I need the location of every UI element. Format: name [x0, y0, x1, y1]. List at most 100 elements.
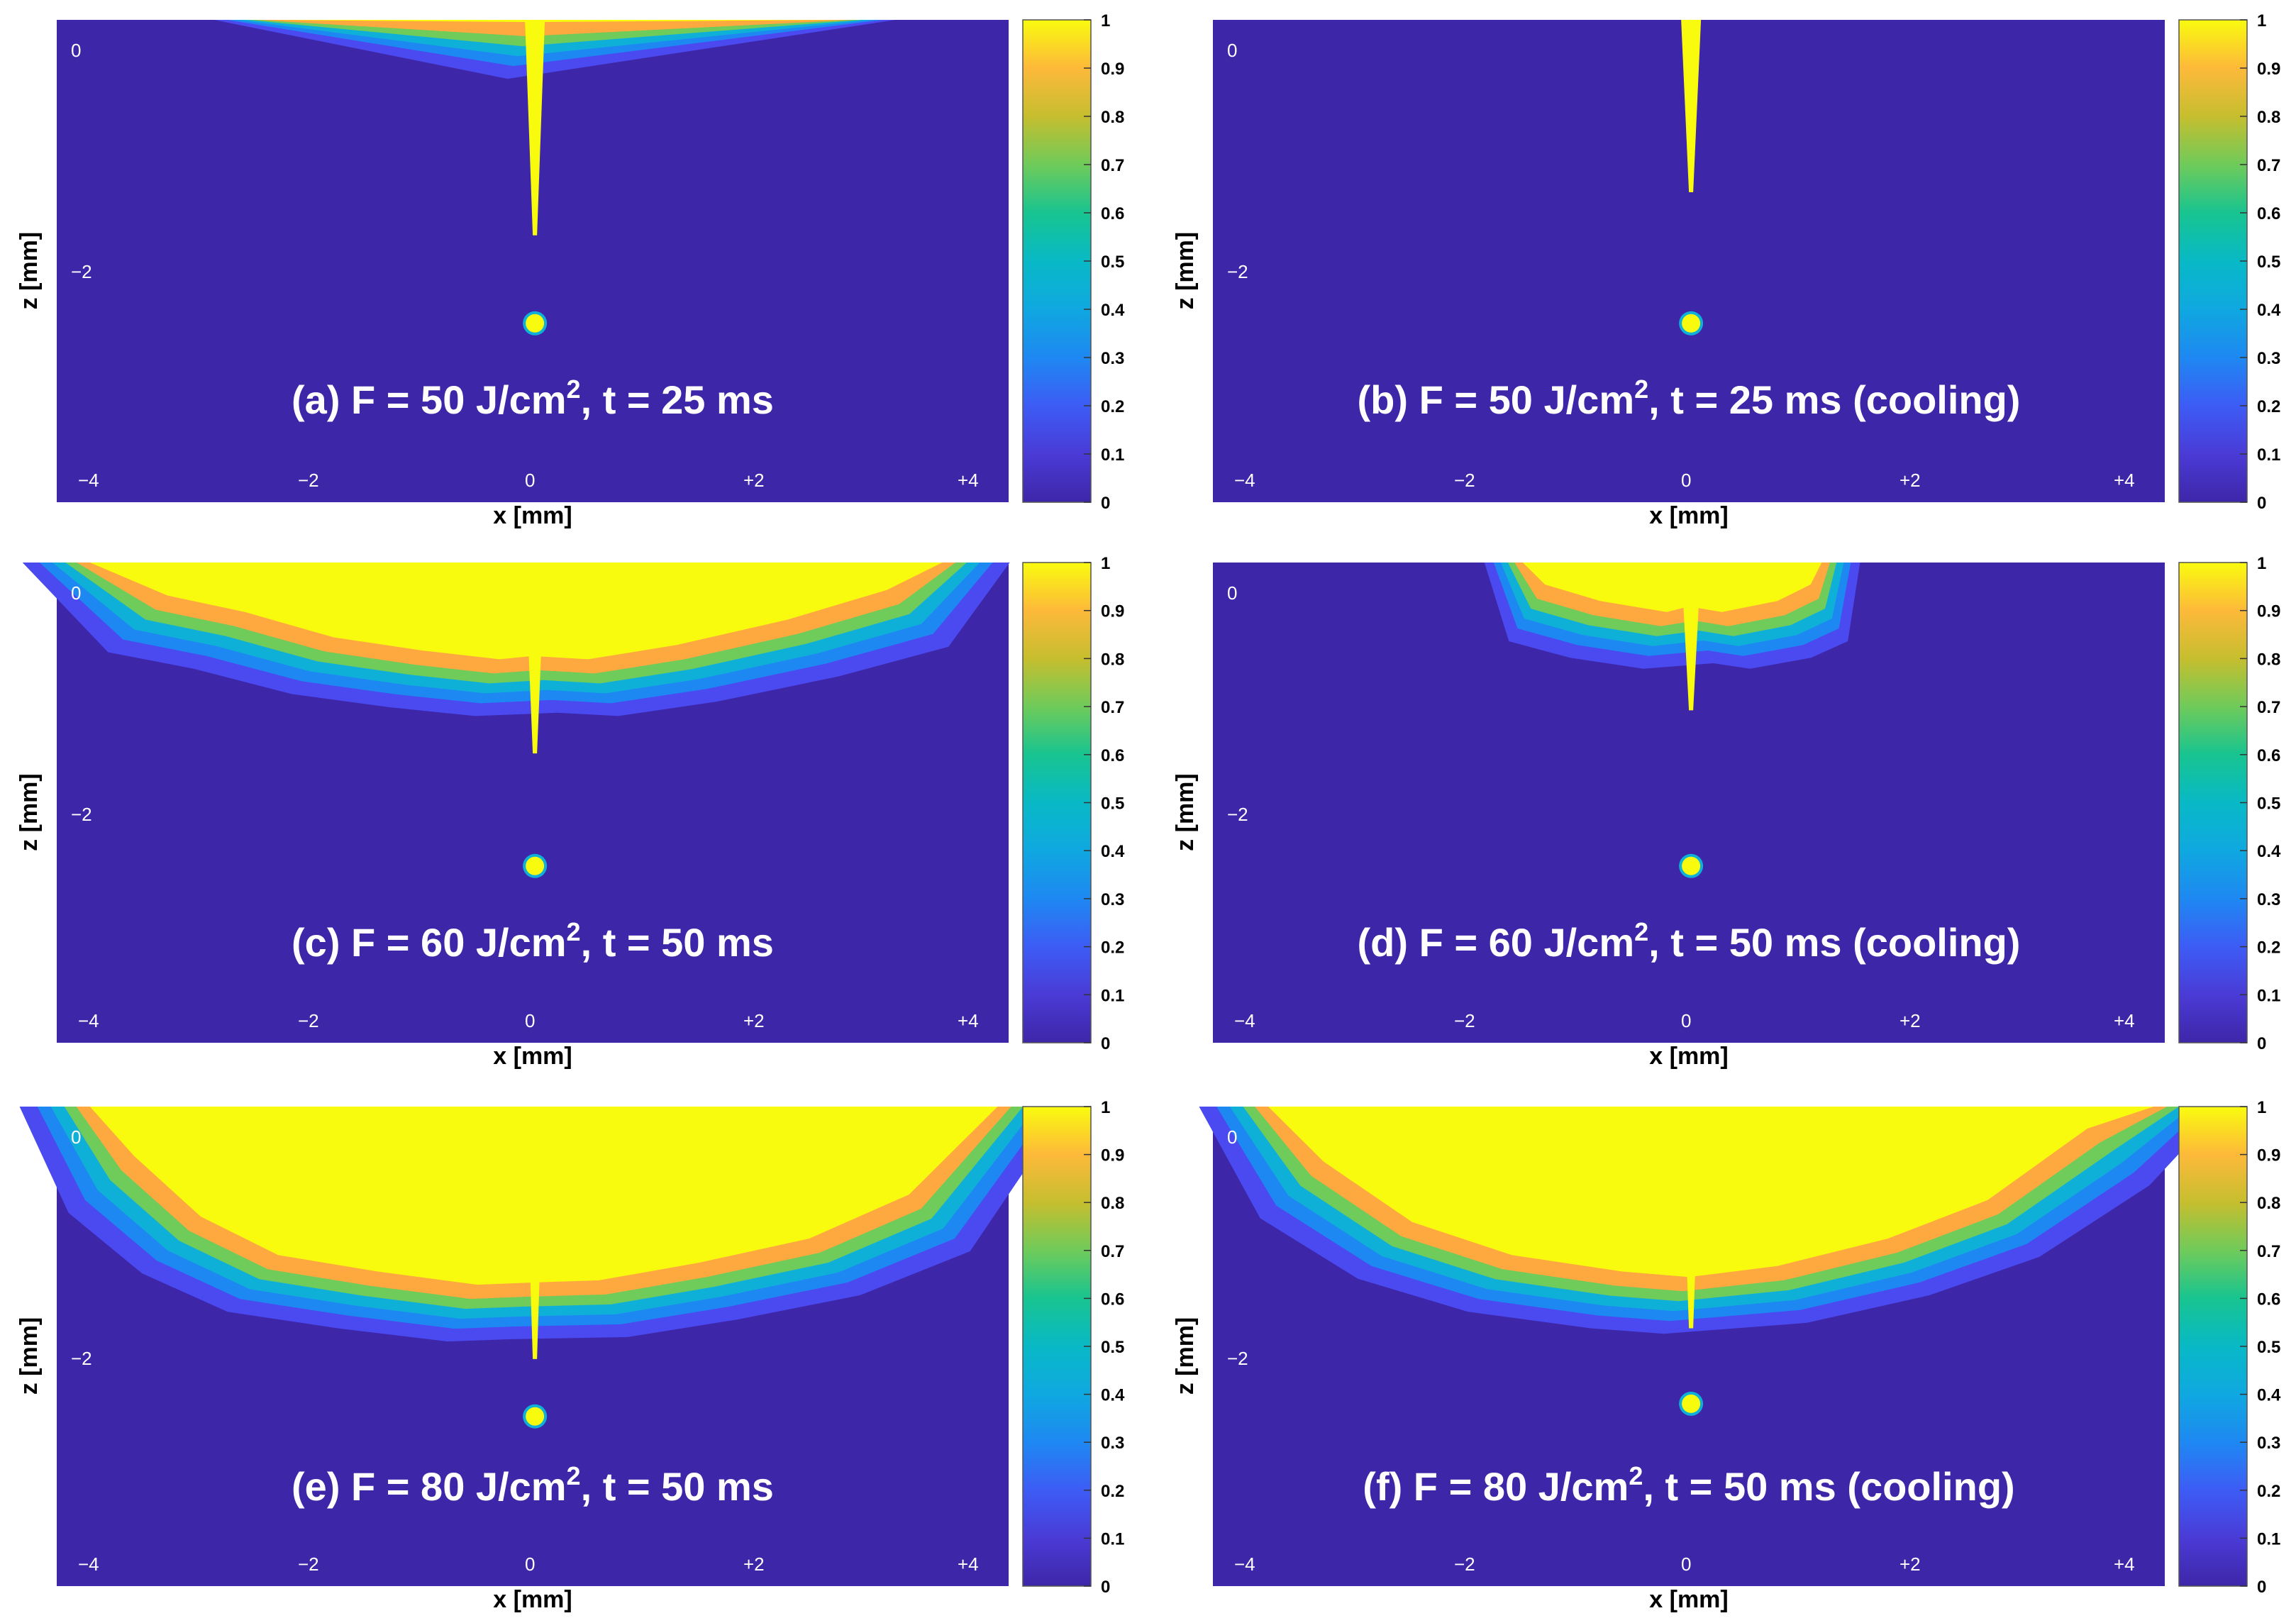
x-tick-label: −4: [78, 1553, 99, 1575]
label-sup: 2: [567, 375, 581, 404]
colorbar-tick-label: 0.4: [1101, 1386, 1125, 1405]
x-tick-label: −2: [1454, 470, 1475, 491]
colorbar-tick-label: 0.9: [2257, 602, 2280, 621]
colorbar: [2178, 562, 2248, 1043]
colorbar-tick-label: 1: [1101, 1098, 1110, 1117]
colorbar-tick-label: 0.3: [1101, 1434, 1124, 1453]
colorbar-tick-label: 0.7: [1101, 156, 1124, 175]
colorbar-tick-label: 0.1: [1101, 1529, 1124, 1549]
colorbar-tick-label: 0.9: [1101, 1146, 1124, 1165]
colorbar-tick-label: 0.4: [2257, 1386, 2281, 1405]
colorbar-tick-label: 0.7: [2257, 156, 2280, 175]
keyhole: [1681, 1107, 1702, 1329]
y-axis-label: z [mm]: [16, 232, 43, 310]
colorbar-tick-label: 1: [2257, 554, 2266, 573]
colorbar-tick-label: 0.1: [1101, 986, 1124, 1005]
x-tick-label: −2: [1454, 1010, 1475, 1031]
x-axis-label: x [mm]: [1649, 1043, 1728, 1070]
droplet: [526, 856, 545, 875]
y-tick-label: 0: [1227, 582, 1237, 604]
y-tick-label: 0: [1227, 1126, 1237, 1148]
label-main: (a) F = 50 J/cm: [292, 377, 567, 422]
label-main: (f) F = 80 J/cm: [1363, 1464, 1629, 1509]
colorbar-tick-label: 0: [2257, 494, 2266, 513]
x-axis-label: x [mm]: [1649, 502, 1728, 529]
x-tick-label: −2: [1454, 1553, 1475, 1575]
label-post: , t = 50 ms: [581, 920, 774, 965]
colorbar-tick-label: 0.5: [1101, 794, 1124, 814]
colorbar-tick-label: 0.4: [1101, 842, 1125, 861]
y-axis-label: z [mm]: [16, 773, 43, 851]
colorbar-tick-label: 1: [2257, 11, 2266, 31]
colorbar-tick-label: 0.8: [2257, 108, 2280, 127]
panel-label: (d) F = 60 J/cm2, t = 50 ms (cooling): [1358, 917, 2021, 965]
x-tick-label: +4: [958, 1553, 979, 1575]
colorbar-tick-label: 0: [2257, 1578, 2266, 1597]
panel-a: 0 −2 −4 −2 0 +2 +4 (a) F = 50 J/cm2, t = 25 ms x…: [16, 11, 1125, 529]
panel-e: 0 −2 −4 −2 0 +2 +4 (e) F = 80 J/cm2, t = 50 ms x…: [16, 1098, 1125, 1613]
colorbar-tick-label: 0.4: [1101, 301, 1125, 320]
x-tick-label: −2: [298, 1010, 319, 1031]
colorbar-tick-label: 0.6: [2257, 1290, 2280, 1309]
colorbar-tick-label: 0.9: [2257, 1146, 2280, 1165]
colorbar: [1022, 562, 1092, 1043]
colorbar: [1022, 1106, 1092, 1587]
x-tick-label: +2: [743, 1553, 765, 1575]
colorbar-tick-label: 0.3: [2257, 890, 2280, 909]
melt-pool-layer: [1522, 563, 1822, 612]
x-tick-label: +4: [958, 470, 979, 491]
x-tick-label: +4: [958, 1010, 979, 1031]
x-axis-label: x [mm]: [493, 1586, 572, 1613]
label-post: , t = 50 ms (cooling): [1643, 1464, 2014, 1509]
keyhole: [1681, 20, 1702, 193]
droplet: [1682, 314, 1701, 333]
melt-pool-layer: [1268, 1107, 2154, 1278]
panel-c: 0 −2 −4 −2 0 +2 +4 (c) F = 60 J/cm2, t = 50 ms x…: [16, 554, 1125, 1070]
droplet: [1682, 1394, 1701, 1413]
panel-label: (c) F = 60 J/cm2, t = 50 ms: [292, 917, 774, 965]
x-tick-label: −4: [78, 1010, 99, 1031]
label-sup: 2: [567, 1461, 581, 1490]
label-sup: 2: [1634, 917, 1648, 946]
panel-label: (e) F = 80 J/cm2, t = 50 ms: [292, 1461, 774, 1509]
colorbar-tick-label: 0.8: [1101, 1194, 1124, 1213]
y-tick-label: 0: [1227, 40, 1237, 61]
x-axis-label: x [mm]: [493, 502, 572, 529]
keyhole: [525, 20, 545, 236]
colorbar-tick-label: 0: [2257, 1034, 2266, 1053]
label-post: , t = 25 ms (cooling): [1648, 377, 2020, 422]
label-main: (d) F = 60 J/cm: [1358, 920, 1635, 965]
colorbar-tick-label: 0.6: [1101, 204, 1124, 223]
colorbar-tick-label: 0: [1101, 494, 1110, 513]
colorbar-tick-label: 0.6: [1101, 1290, 1124, 1309]
colorbar: [2178, 19, 2248, 503]
melt-pool-layer: [256, 20, 853, 37]
colorbar-tick-label: 0: [1101, 1034, 1110, 1053]
x-tick-label: +2: [1900, 470, 1921, 491]
label-main: (b) F = 50 J/cm: [1358, 377, 1635, 422]
droplet: [1682, 856, 1701, 875]
x-tick-label: +2: [1900, 1553, 1921, 1575]
label-sup: 2: [1634, 375, 1648, 404]
keyhole: [525, 563, 545, 754]
panel-b: 0 −2 −4 −2 0 +2 +4 (b) F = 50 J/cm2, t = 25 ms …: [1172, 11, 2281, 529]
y-tick-label: 0: [71, 582, 81, 604]
colorbar-tick-label: 0.8: [1101, 650, 1124, 669]
colorbar-tick-label: 0.5: [1101, 1338, 1124, 1357]
melt-pool-layer: [89, 1107, 998, 1285]
y-tick-label: 0: [71, 40, 81, 61]
label-main: (c) F = 60 J/cm: [292, 920, 567, 965]
colorbar-tick-label: 0.8: [2257, 650, 2280, 669]
y-axis-label: z [mm]: [16, 1317, 43, 1395]
colorbar-tick-label: 0.2: [1101, 397, 1124, 416]
colorbar-tick-label: 1: [1101, 11, 1110, 31]
x-axis-label: x [mm]: [493, 1043, 572, 1070]
colorbar-tick-label: 0.6: [2257, 204, 2280, 223]
x-tick-label: −4: [1234, 470, 1255, 491]
y-tick-label: −2: [1227, 261, 1248, 282]
colorbar-tick-label: 0.3: [2257, 1434, 2280, 1453]
x-tick-label: −4: [1234, 1553, 1255, 1575]
y-axis-label: z [mm]: [1172, 232, 1199, 310]
x-tick-label: 0: [525, 1553, 535, 1575]
colorbar-tick-label: 0.8: [1101, 108, 1124, 127]
